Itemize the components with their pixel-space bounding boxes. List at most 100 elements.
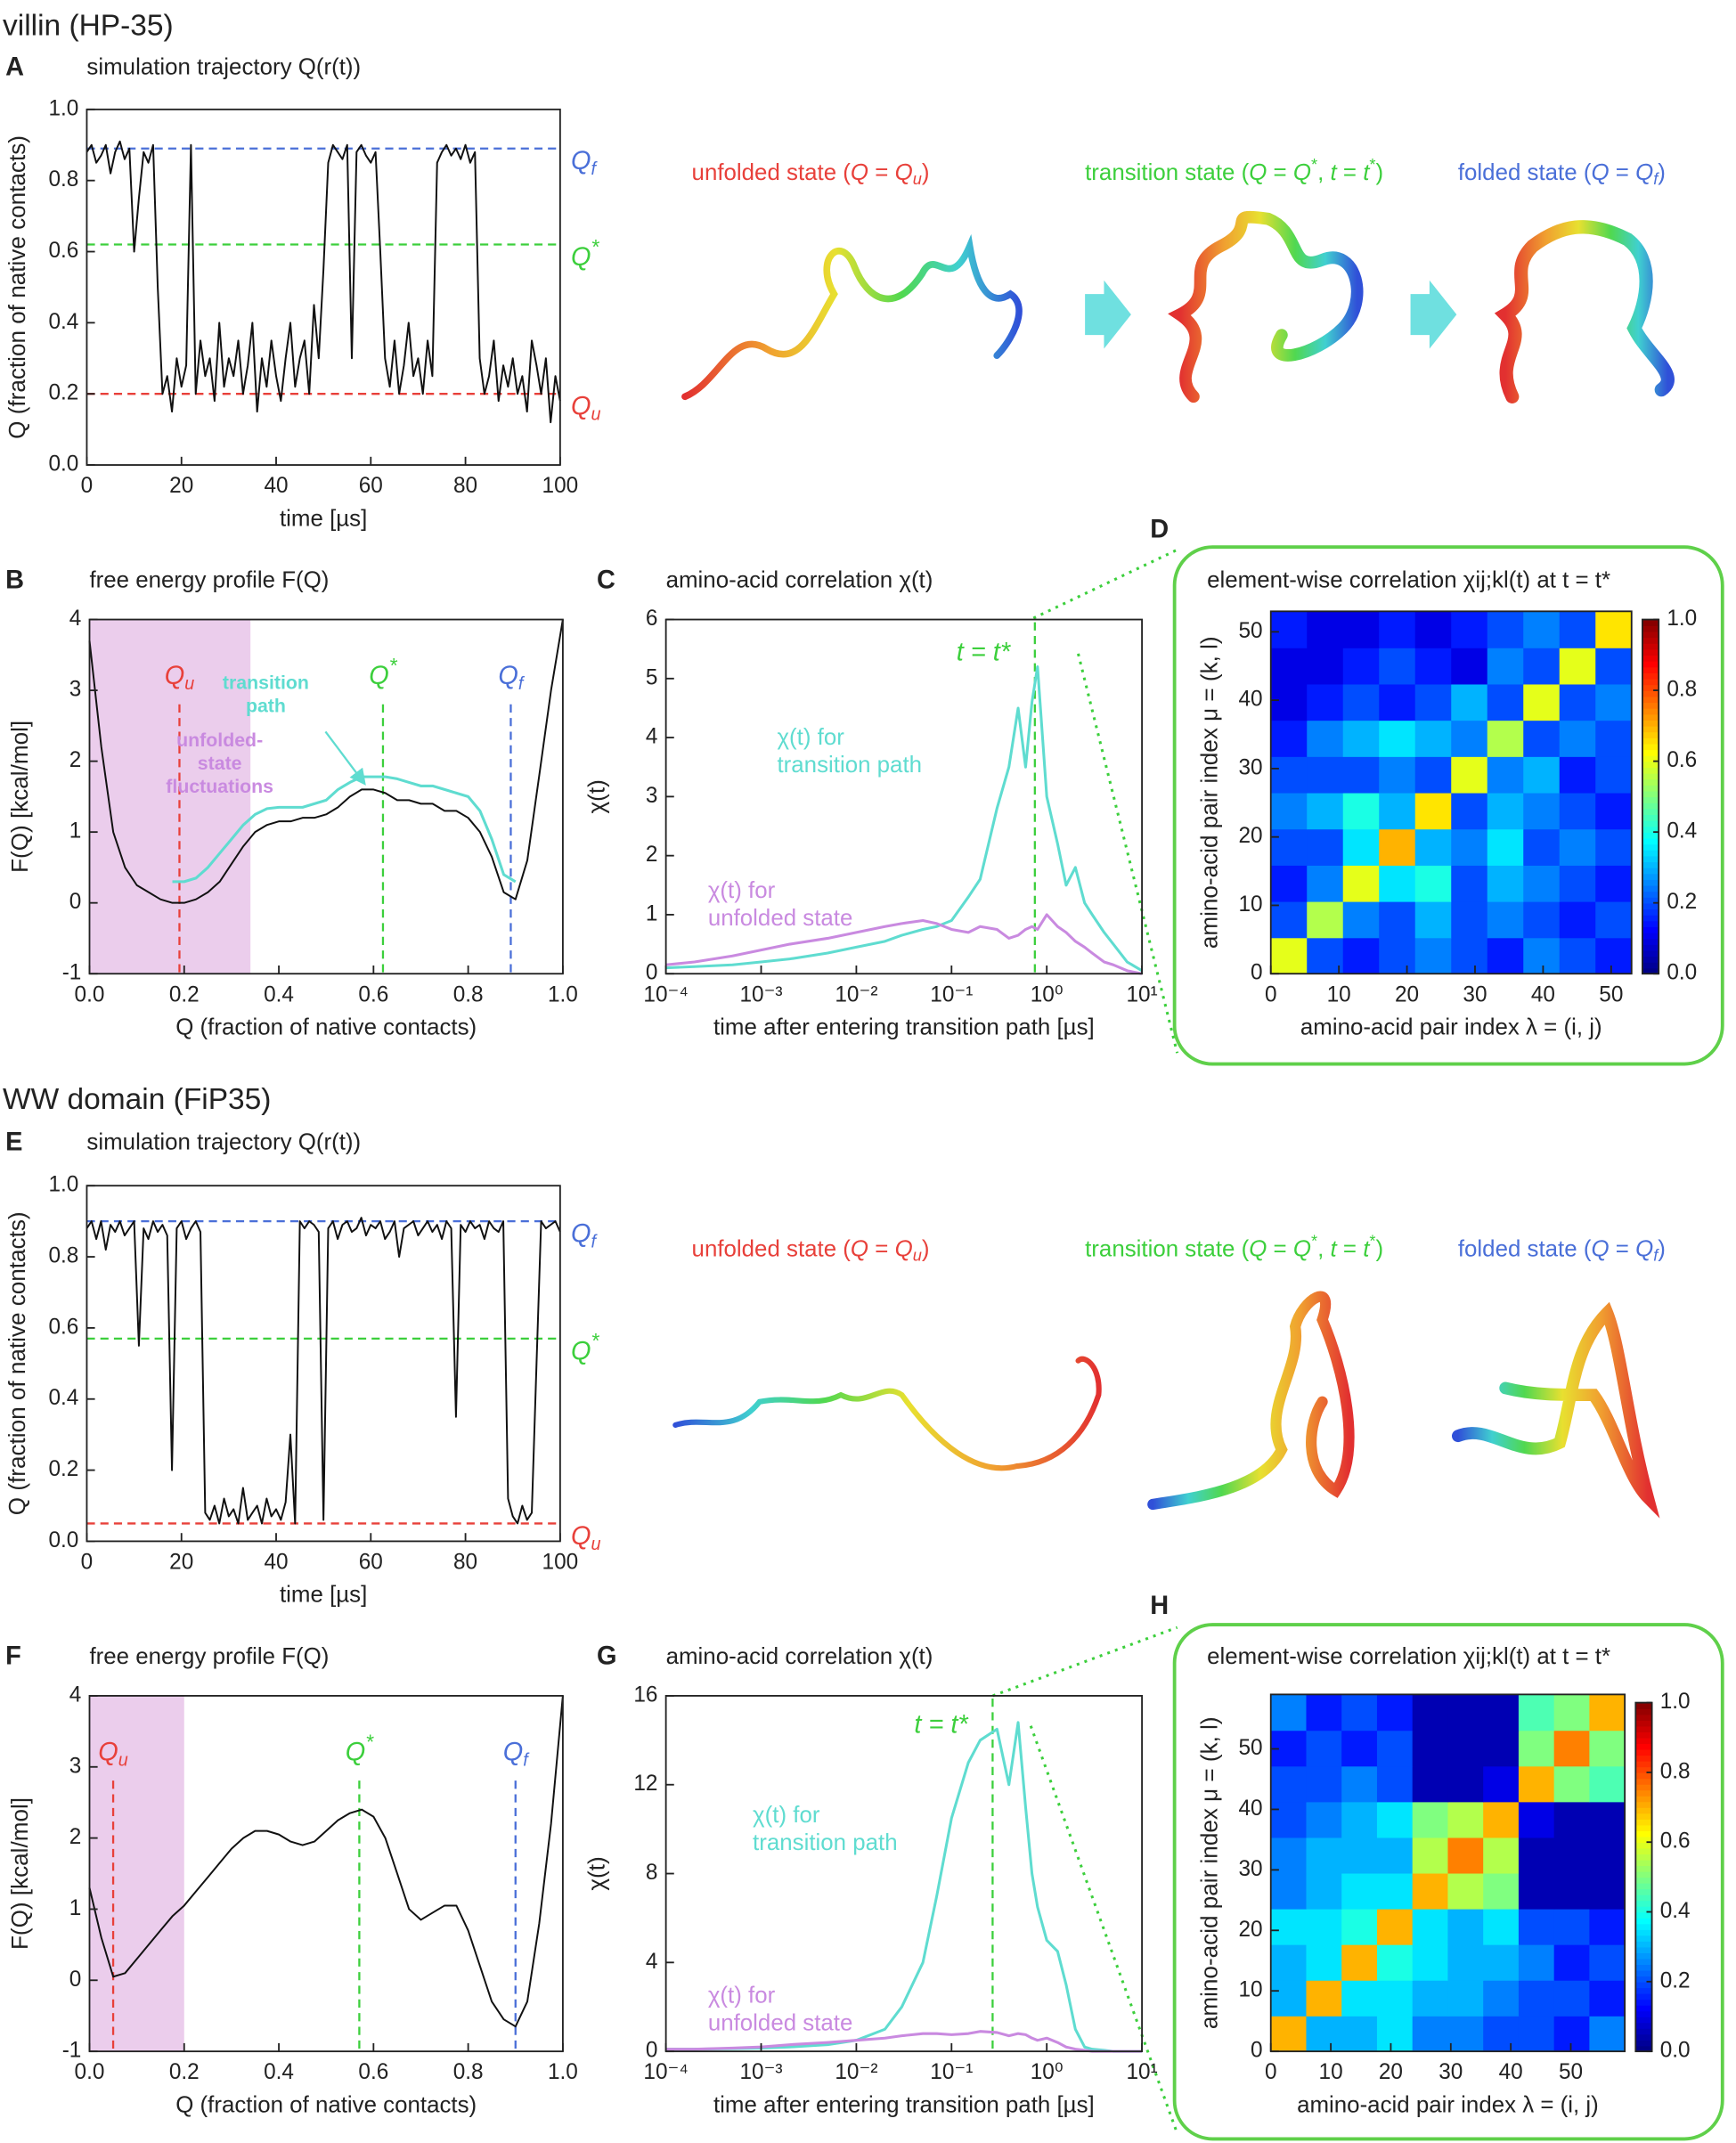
colorbar-step: [1635, 1783, 1652, 1791]
annotation-shapes: [138, 548, 1179, 2134]
colorbar-label: 0.0: [1660, 2039, 1691, 2063]
subscript: u: [118, 1751, 128, 1771]
colorbar-step: [1635, 2033, 1652, 2041]
subscript: u: [591, 405, 601, 425]
y-axis-label: χ(t): [583, 1856, 609, 1890]
label-part: Q: [1591, 159, 1609, 185]
subscript: u: [591, 1535, 601, 1554]
colorbar-label: 0.2: [1667, 890, 1697, 914]
heatmap-cell: [1414, 900, 1453, 939]
x-tick-label: 10⁻²: [835, 982, 877, 1006]
heatmap-cell: [1487, 756, 1525, 794]
colorbar-step: [1635, 1923, 1652, 1930]
symbol: Q: [346, 1738, 365, 1766]
colorbar-step: [1642, 631, 1659, 639]
plot-frame: [1269, 610, 1633, 975]
colorbar-step: [1642, 743, 1659, 751]
x-tick-label: 30: [1439, 2060, 1463, 2084]
heatmap-cell: [1379, 648, 1416, 685]
heatmap-cell: [1589, 1979, 1626, 2017]
y-tick-label: 0: [646, 961, 658, 985]
heatmap-cell: [1376, 1872, 1414, 1910]
heatmap-cell: [1483, 1872, 1520, 1910]
data-line: [86, 1217, 561, 1525]
reference-label: Qf: [571, 1219, 598, 1252]
label-part: ): [1658, 159, 1666, 185]
y-tick-label: 0.4: [48, 310, 78, 334]
structure-label: transition state (Q = Q*, t = t*): [1085, 1231, 1383, 1261]
colorbar-label: 1.0: [1667, 607, 1697, 631]
heatmap-cell: [1487, 720, 1525, 757]
colorbar-step: [1642, 897, 1659, 904]
heatmap-cell: [1589, 1765, 1626, 1803]
reference-label: Q*: [571, 235, 599, 271]
y-tick-label: 4: [646, 1950, 658, 1974]
y-axis-label: Q (fraction of native contacts): [4, 135, 30, 439]
subscript: f: [518, 674, 526, 694]
x-tick-label: 1.0: [548, 2060, 578, 2084]
heatmap-cell: [1342, 792, 1380, 830]
plot-frame: [86, 1185, 561, 1543]
colorbar-step: [1635, 1725, 1652, 1732]
label-part: ,: [1317, 1234, 1330, 1261]
y-tick-label: 1.0: [48, 1173, 78, 1197]
symbol: Q: [503, 1738, 523, 1766]
heatmap-cell: [1559, 828, 1597, 866]
colorbar-step: [1642, 707, 1659, 715]
heatmap-cell: [1553, 2016, 1591, 2052]
heatmap-cell: [1559, 683, 1597, 721]
symbol: Q: [571, 242, 591, 271]
label-part: =: [1337, 159, 1364, 185]
heatmap-cell: [1451, 683, 1488, 721]
heatmap-cell: [1553, 1979, 1591, 2017]
data-line: [665, 2030, 1143, 2053]
label-part: *: [1311, 1231, 1317, 1250]
colorbar-step: [1642, 891, 1659, 898]
y-tick-label: 0: [1251, 961, 1263, 985]
data-line: [88, 619, 564, 904]
heatmap-cell: [1307, 792, 1344, 830]
colorbar-step: [1635, 1999, 1652, 2006]
x-axis-label: time after entering transition path [µs]: [713, 1013, 1095, 1039]
heatmap-cell: [1589, 1872, 1626, 1910]
heatmap-cell: [1376, 2016, 1414, 2052]
heatmap-cell: [1589, 1837, 1626, 1874]
colorbar-label: 0.4: [1667, 819, 1697, 843]
colorbar-step: [1635, 1737, 1652, 1745]
x-axis-label: Q (fraction of native contacts): [175, 1013, 477, 1039]
label-part: Q: [851, 159, 868, 185]
colorbar-step: [1635, 1796, 1652, 1803]
colorbar-step: [1642, 949, 1659, 957]
heatmap-cell: [1270, 2016, 1308, 2052]
y-tick-label: 4: [646, 725, 658, 749]
colorbar-step: [1642, 879, 1659, 886]
label-part: unfolded state (: [692, 159, 852, 185]
heatmap-cell: [1307, 611, 1344, 648]
y-tick-label: 10: [1239, 892, 1263, 917]
label-part: Q: [1249, 159, 1267, 185]
shaded-region: [89, 1695, 184, 2052]
colorbar-step: [1635, 2028, 1652, 2035]
heatmap-cell: [1342, 611, 1380, 648]
heatmap-cell: [1518, 1908, 1555, 1945]
x-axis-label: time after entering transition path [µs]: [713, 2090, 1095, 2117]
y-tick-label: 2: [69, 748, 82, 772]
heatmap-cell: [1270, 720, 1308, 757]
heatmap-cell: [1487, 648, 1525, 685]
y-axis-label: amino-acid pair index μ = (k, l): [1196, 636, 1223, 949]
heatmap-cell: [1559, 792, 1597, 830]
heatmap-cell: [1270, 937, 1308, 974]
label-part: u: [913, 169, 922, 188]
heatmap-cell: [1376, 1979, 1414, 2017]
label-part: =: [1267, 1234, 1293, 1261]
heatmap-cell: [1307, 828, 1344, 866]
colorbar-step: [1642, 725, 1659, 733]
heatmap-cell: [1523, 720, 1561, 757]
structure-label: unfolded state (Q = Qu): [692, 159, 930, 189]
colorbar-step: [1635, 1830, 1652, 1837]
y-tick-label: 0.2: [48, 381, 78, 405]
colorbar-step: [1635, 1807, 1652, 1814]
x-tick-label: 80: [453, 1550, 477, 1574]
colorbar-step: [1642, 873, 1659, 880]
y-tick-label: 50: [1239, 619, 1263, 643]
